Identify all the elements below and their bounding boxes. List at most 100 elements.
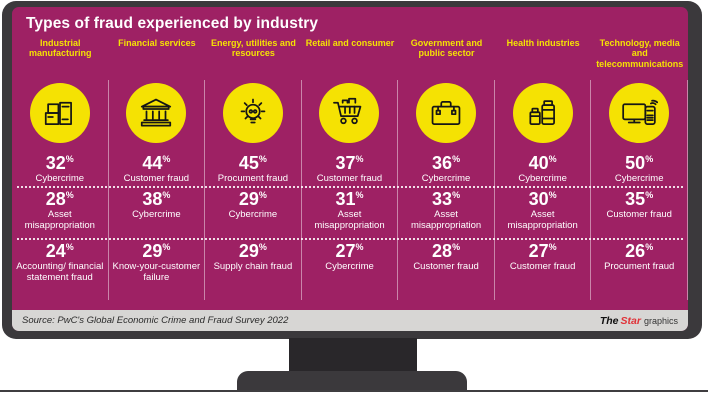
stat-label: Cybercrime — [614, 173, 664, 184]
industry-column-health-industries: 40% Cybercrime 30% Asset misappropriatio… — [495, 80, 592, 300]
stat-item: 29% Cybercrime — [205, 186, 301, 238]
monitor-phone-icon — [622, 99, 659, 125]
stat-value: 24% — [45, 241, 74, 261]
stat-value: 26% — [625, 241, 654, 261]
stat-value: 38% — [142, 189, 171, 209]
stat-value: 35% — [625, 189, 654, 209]
percent-sign: % — [258, 154, 267, 164]
stat-label: Cybercrime — [228, 209, 278, 220]
industry-column-retail-consumer: 37% Customer fraud 31% Asset misappropri… — [302, 80, 399, 300]
stat-value: 27% — [335, 241, 364, 261]
briefcase-icon — [431, 101, 461, 125]
percent-sign: % — [548, 190, 557, 200]
stat-item: 24% Accounting/ financial statement frau… — [12, 238, 108, 300]
stat-item: 33% Asset misappropriation — [398, 186, 494, 238]
stat-label: Supply chain fraud — [213, 261, 293, 272]
publisher-graphics: graphics — [643, 315, 678, 326]
stat-label: Customer fraud — [606, 209, 672, 220]
shopping-cart-icon — [333, 97, 362, 125]
monitor-stand-neck — [289, 338, 417, 373]
percent-sign: % — [355, 242, 364, 252]
publisher-logo: The Star graphics — [600, 315, 678, 327]
stat-label: Procument fraud — [217, 173, 289, 184]
source-text: Source: PwC's Global Economic Crime and … — [22, 315, 289, 326]
stat-item: 29% Know-your-customer failure — [109, 238, 205, 300]
percent-sign: % — [162, 242, 171, 252]
industry-column-industrial-manufacturing: 32% Cybercrime 28% Asset misappropriatio… — [12, 80, 109, 300]
row-divider — [17, 186, 683, 188]
percent-sign: % — [645, 154, 654, 164]
stat-value: 31% — [335, 189, 364, 209]
row-divider — [17, 238, 683, 240]
stat-label: Cybercrime — [132, 209, 181, 220]
stat-value: 33% — [432, 189, 461, 209]
stat-item: 45% Procument fraud — [205, 150, 301, 186]
percent-sign: % — [65, 154, 74, 164]
stat-label: Asset misappropriation — [24, 209, 95, 231]
percent-sign: % — [65, 190, 74, 200]
stat-value: 29% — [238, 241, 267, 261]
stat-item: 31% Asset misappropriation — [302, 186, 398, 238]
industry-label-energy-utilities: Energy, utilities and resources — [210, 38, 296, 59]
stat-value: 28% — [45, 189, 74, 209]
stat-value: 30% — [528, 189, 557, 209]
percent-sign: % — [548, 154, 557, 164]
stat-value: 44% — [142, 153, 171, 173]
desk-line — [0, 390, 708, 392]
stat-value: 29% — [238, 189, 267, 209]
industry-label-financial-services: Financial services — [118, 38, 196, 48]
industry-icon-circle — [126, 83, 187, 143]
percent-sign: % — [162, 154, 171, 164]
lightbulb-icon — [240, 98, 266, 124]
percent-sign: % — [452, 242, 461, 252]
stat-label: Asset misappropriation — [410, 209, 482, 231]
stat-label: Cybercrime — [325, 261, 374, 272]
stat-label: Customer fraud — [413, 261, 479, 272]
stat-item: 35% Customer fraud — [591, 186, 687, 238]
stat-label: Accounting/ financial statement fraud — [16, 261, 104, 283]
stat-item: 30% Asset misappropriation — [495, 186, 591, 238]
stat-value: 28% — [432, 241, 461, 261]
publisher-the: The — [599, 314, 619, 327]
industry-icon-circle — [609, 83, 670, 143]
stat-item: 32% Cybercrime — [12, 150, 108, 186]
stat-label: Cybercrime — [35, 173, 85, 184]
infographic-screen: Types of fraud experienced by industry I… — [12, 7, 688, 331]
stat-value: 27% — [528, 241, 557, 261]
industry-label-technology-media: Technology, media and telecommunications — [596, 38, 684, 69]
stat-item: 40% Cybercrime — [495, 150, 591, 186]
stat-item: 29% Supply chain fraud — [205, 238, 301, 300]
percent-sign: % — [452, 154, 461, 164]
stat-value: 29% — [142, 241, 171, 261]
percent-sign: % — [452, 190, 461, 200]
industry-icon-circle — [512, 83, 573, 143]
industry-label-health-industries: Health industries — [506, 38, 580, 48]
percent-sign: % — [645, 190, 654, 200]
stat-item: 37% Customer fraud — [302, 150, 398, 186]
industry-icon-circle — [222, 83, 283, 143]
percent-sign: % — [162, 190, 171, 200]
industry-label-industrial-manufacturing: Industrial manufacturing — [29, 38, 92, 59]
stat-item: 36% Cybercrime — [398, 150, 494, 186]
industry-icon-circle — [416, 83, 477, 143]
stat-label: Asset misappropriation — [314, 209, 385, 231]
stat-item: 28% Asset misappropriation — [12, 186, 108, 238]
stat-value: 32% — [45, 153, 74, 173]
percent-sign: % — [355, 190, 364, 200]
stat-item: 50% Cybercrime — [591, 150, 687, 186]
stat-label: Cybercrime — [518, 173, 567, 184]
publisher-star: Star — [620, 314, 641, 327]
stat-label: Customer fraud — [509, 261, 576, 272]
bank-icon — [141, 98, 172, 127]
stat-item: 44% Customer fraud — [109, 150, 205, 186]
stat-label: Asset misappropriation — [507, 209, 578, 231]
chart-title: Types of fraud experienced by industry — [26, 15, 319, 32]
industry-icon-circle — [29, 83, 90, 143]
industry-icon-circle — [319, 83, 380, 143]
stat-label: Cybercrime — [421, 173, 471, 184]
stat-value: 37% — [335, 153, 364, 173]
industry-column-energy-utilities: 45% Procument fraud 29% Cybercrime 29% S… — [205, 80, 302, 300]
stat-value: 50% — [625, 153, 654, 173]
stat-item: 27% Cybercrime — [302, 238, 398, 300]
source-bar: Source: PwC's Global Economic Crime and … — [12, 310, 688, 331]
